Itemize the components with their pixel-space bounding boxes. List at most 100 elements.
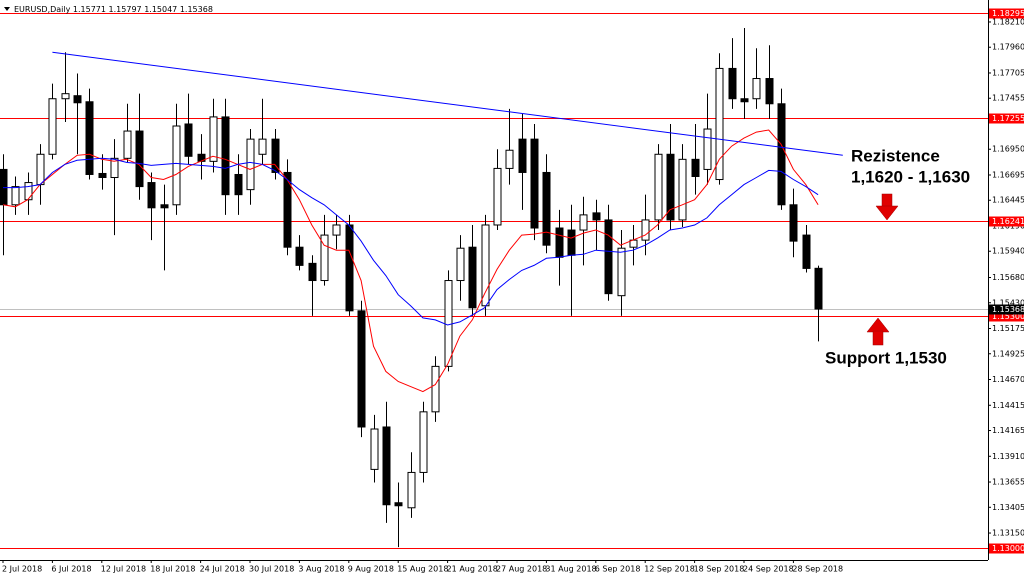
candle-body xyxy=(518,138,527,173)
x-tick-label: 24 Jul 2018 xyxy=(200,565,245,574)
resistance-range: 1,1620 - 1,1630 xyxy=(851,167,970,186)
candle-body xyxy=(530,138,539,229)
candle-body xyxy=(691,158,700,177)
level-label: 1.18295 xyxy=(992,9,1024,18)
candle-body xyxy=(419,411,428,473)
candle-body xyxy=(234,173,243,196)
candle-body xyxy=(246,138,255,191)
candle-body xyxy=(481,224,490,307)
candle-body xyxy=(258,138,267,155)
x-tick-label: 12 Jul 2018 xyxy=(101,565,146,574)
support-label: Support 1,1530 xyxy=(825,348,947,367)
candle-body xyxy=(48,98,57,155)
candle-body xyxy=(814,267,823,310)
candle-body xyxy=(345,224,354,312)
y-tick-label: 1.15175 xyxy=(992,324,1024,333)
x-tick-label: 30 Jul 2018 xyxy=(249,565,294,574)
level-label: 1.17255 xyxy=(992,114,1024,123)
y-tick-label: 1.13910 xyxy=(992,452,1024,461)
candle-body xyxy=(728,67,737,100)
x-tick-label: 6 Jul 2018 xyxy=(51,565,91,574)
candle-body xyxy=(678,158,687,221)
candle-body xyxy=(456,247,465,282)
level-label-bg xyxy=(989,8,1024,19)
moving-average xyxy=(3,157,819,326)
y-tick-label: 1.15940 xyxy=(992,247,1024,256)
candle-body xyxy=(617,247,626,297)
candle-body xyxy=(555,227,564,258)
symbol: EURUSD,Daily xyxy=(14,5,71,14)
y-tick-label: 1.16950 xyxy=(992,145,1024,154)
candle-body xyxy=(61,93,70,100)
trendline xyxy=(52,51,843,156)
x-tick-label: 21 Aug 2018 xyxy=(447,565,498,574)
candle-body xyxy=(802,234,811,269)
candle-body xyxy=(431,365,440,413)
y-tick-label: 1.17455 xyxy=(992,94,1024,103)
x-tick-label: 3 Aug 2018 xyxy=(298,565,344,574)
resistance-title: Rezistence xyxy=(851,146,940,165)
level-label: 1.15300 xyxy=(992,312,1024,321)
x-tick-label: 12 Sep 2018 xyxy=(644,565,695,574)
x-tick-label: 18 Sep 2018 xyxy=(694,565,745,574)
y-tick-label: 1.14415 xyxy=(992,401,1024,410)
y-tick-label: 1.18210 xyxy=(992,17,1024,26)
candle-body xyxy=(740,98,749,103)
header: EURUSD,Daily 1.15771 1.15797 1.15047 1.1… xyxy=(14,5,213,14)
candle-body xyxy=(654,153,663,221)
current-price-label: 1.15368 xyxy=(992,305,1024,314)
x-tick-label: 27 Aug 2018 xyxy=(496,565,547,574)
level-label-bg xyxy=(989,113,1024,124)
candle-body xyxy=(11,186,20,206)
candle-body xyxy=(703,128,712,170)
candle-body xyxy=(271,138,280,173)
candle-body xyxy=(567,229,576,256)
quote-open: 1.15771 xyxy=(73,5,106,14)
candle-body xyxy=(752,78,761,100)
y-tick-label: 1.13150 xyxy=(992,529,1024,538)
moving-average xyxy=(2,129,819,393)
resistance-arrow xyxy=(875,193,899,221)
candle-body xyxy=(283,171,292,248)
y-tick-label: 1.14165 xyxy=(992,426,1024,435)
x-tick-label: 15 Aug 2018 xyxy=(397,565,448,574)
plot-area xyxy=(0,13,988,549)
header-icon xyxy=(4,7,10,11)
y-tick-label: 1.17960 xyxy=(992,43,1024,52)
candle-body xyxy=(135,130,144,188)
level-label-bg xyxy=(989,311,1024,322)
candle-body xyxy=(147,182,156,209)
candle-body xyxy=(36,153,45,186)
quote-high: 1.15797 xyxy=(109,5,142,14)
candle-body xyxy=(98,172,107,179)
candle-body xyxy=(295,246,304,266)
candle-body xyxy=(765,78,774,105)
level-label-bg xyxy=(989,543,1024,554)
y-tick-label: 1.14925 xyxy=(992,349,1024,358)
candle-body xyxy=(357,310,366,428)
candle-body xyxy=(308,262,317,282)
y-tick-label: 1.17705 xyxy=(992,68,1024,77)
candle-body xyxy=(604,219,613,295)
y-tick-label: 1.14670 xyxy=(992,375,1024,384)
candle-body xyxy=(777,103,786,206)
candle-body xyxy=(382,426,391,506)
candle-body xyxy=(493,167,502,226)
candle-body xyxy=(172,125,181,206)
candle-body xyxy=(221,116,230,196)
x-tick-label: 9 Aug 2018 xyxy=(348,565,394,574)
candle-body xyxy=(370,428,379,470)
y-tick-label: 1.15680 xyxy=(992,273,1024,282)
candle-body xyxy=(641,219,650,241)
candle-body xyxy=(123,130,132,159)
candle-body xyxy=(789,204,798,242)
level-label: 1.13000 xyxy=(992,544,1024,553)
candle-body xyxy=(160,204,169,209)
candle-body xyxy=(666,153,675,221)
candle-body xyxy=(468,246,477,309)
quote-low: 1.15047 xyxy=(144,5,177,14)
x-tick-label: 18 Jul 2018 xyxy=(150,565,195,574)
x-tick-label: 28 Sep 2018 xyxy=(792,565,843,574)
